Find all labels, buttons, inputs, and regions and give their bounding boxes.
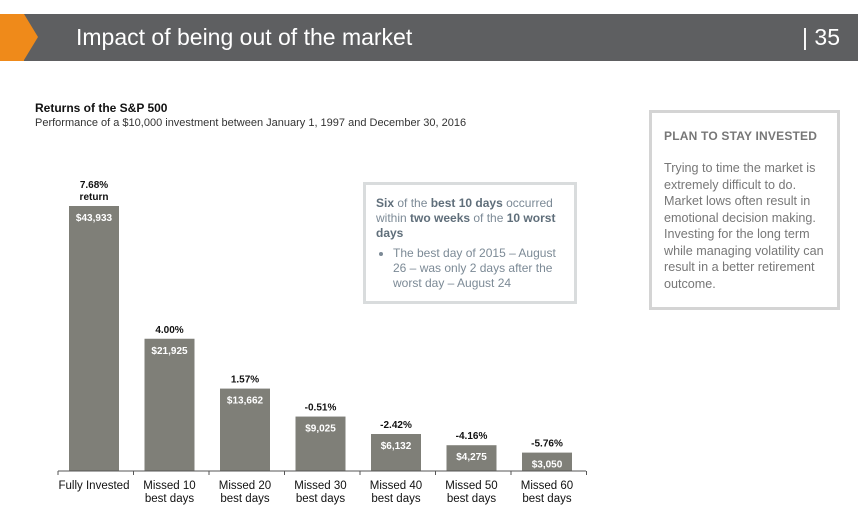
- bar-chart: $43,933 7.68%return Fully Invested $21,925 4…: [57, 180, 587, 505]
- page-number: | 35: [802, 24, 840, 50]
- x-tick-label: best days: [296, 493, 345, 505]
- sidebar-box: PLAN TO STAY INVESTED Trying to time the…: [649, 110, 840, 310]
- x-tick-label: Missed 60: [521, 480, 573, 492]
- x-tick-label: Missed 30: [294, 480, 346, 492]
- x-tick-label: Missed 10: [143, 480, 195, 492]
- bar-return-label: return: [80, 192, 109, 203]
- x-tick-label: Fully Invested: [59, 480, 130, 492]
- callout-segment: occurred within: [376, 196, 553, 225]
- bar: [371, 434, 421, 471]
- callout-segment: of the: [394, 196, 431, 210]
- bar-value-label: $9,025: [305, 424, 336, 435]
- x-tick-label: best days: [447, 493, 496, 505]
- callout-box: Six of the best 10 days occurred within …: [363, 182, 577, 304]
- callout-segment: of the: [470, 211, 507, 225]
- bar: [144, 338, 195, 471]
- header-bar: Impact of being out of the market | 35: [0, 14, 858, 61]
- sidebar-body: Trying to time the market is extremely d…: [664, 161, 824, 291]
- callout-segment: best 10 days: [430, 196, 503, 210]
- bar: [69, 206, 119, 471]
- slide-title: Impact of being out of the market: [76, 24, 413, 50]
- bar-return-label: 4.00%: [155, 325, 183, 336]
- bar-return-label: -2.42%: [380, 420, 412, 431]
- bar-return-label: -4.16%: [456, 431, 488, 442]
- bar-value-label: $43,933: [76, 213, 113, 224]
- header-accent-arrow: [24, 14, 38, 60]
- callout-list: The best day of 2015 – August 26 – was o…: [376, 246, 564, 291]
- callout-segment: two weeks: [410, 211, 471, 225]
- callout-text: Six of the best 10 days occurred within …: [376, 196, 564, 241]
- bar: [295, 416, 346, 471]
- chart-title: Returns of the S&P 500: [35, 101, 168, 115]
- x-tick-label: best days: [145, 493, 194, 505]
- bar-value-label: $13,662: [227, 396, 264, 407]
- sidebar-heading: PLAN TO STAY INVESTED: [664, 129, 818, 143]
- x-tick-label: best days: [371, 493, 420, 505]
- bar-value-label: $21,925: [151, 346, 188, 357]
- bar-return-label: 1.57%: [231, 375, 259, 386]
- callout-bullet: The best day of 2015 – August 26 – was o…: [393, 246, 564, 291]
- bar-return-label: -0.51%: [305, 403, 337, 414]
- bar: [220, 388, 270, 471]
- bar-value-label: $6,132: [381, 441, 412, 452]
- bar-value-label: $3,050: [532, 460, 563, 471]
- header-accent: [0, 14, 24, 61]
- x-tick-label: Missed 50: [445, 480, 497, 492]
- bar: [446, 445, 497, 471]
- callout-segment: 10 worst days: [376, 211, 556, 240]
- chart-subtitle: Performance of a $10,000 investment betw…: [35, 117, 467, 129]
- x-tick-label: Missed 40: [370, 480, 422, 492]
- x-tick-label: best days: [522, 493, 571, 505]
- x-tick-label: Missed 20: [219, 480, 271, 492]
- bar: [522, 452, 572, 471]
- x-tick-label: best days: [220, 493, 269, 505]
- bar-value-label: $4,275: [456, 452, 487, 463]
- callout-segment: Six: [376, 196, 395, 210]
- bar-return-label: 7.68%: [80, 180, 108, 191]
- bar-return-label: -5.76%: [531, 439, 563, 450]
